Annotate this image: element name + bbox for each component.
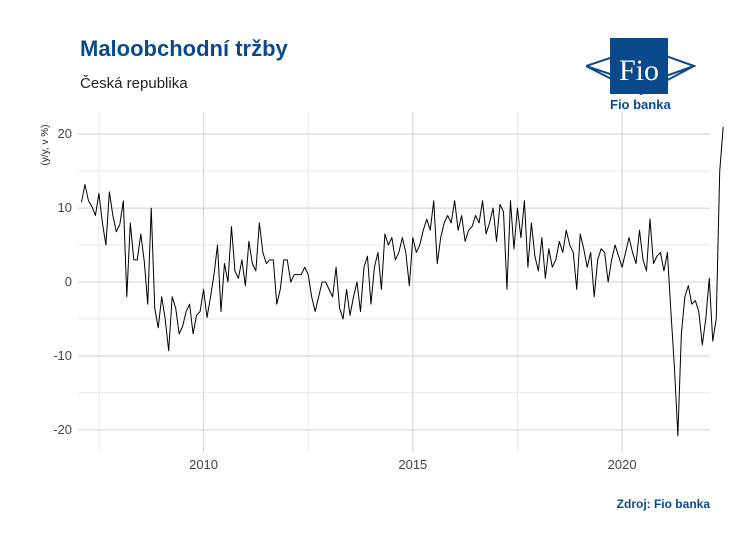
logo-mark-text: Fio bbox=[619, 54, 659, 87]
chart-series bbox=[80, 126, 724, 437]
x-tick-label: 2015 bbox=[398, 457, 427, 472]
series-line bbox=[80, 126, 724, 437]
x-tick-label: 2020 bbox=[608, 457, 637, 472]
y-tick-label: 20 bbox=[58, 126, 72, 141]
source-note: Zdroj: Fio banka bbox=[616, 497, 710, 511]
y-tick-label: 10 bbox=[58, 200, 72, 215]
chart-tick-labels: -20 -10 0 10 20 2010 2015 2020 bbox=[53, 126, 636, 472]
chart-subtitle: Česká republika bbox=[80, 75, 188, 92]
fio-logo-icon: Fio bbox=[586, 38, 696, 96]
logo-name: Fio banka bbox=[610, 97, 671, 112]
y-axis-label: (y/y, v %) bbox=[40, 125, 51, 166]
y-tick-label: 0 bbox=[65, 274, 72, 289]
y-tick-label: -20 bbox=[53, 422, 72, 437]
chart-title: Maloobchodní tržby bbox=[80, 36, 288, 61]
chart-grid bbox=[78, 112, 710, 452]
x-tick-label: 2010 bbox=[189, 457, 218, 472]
y-tick-label: -10 bbox=[53, 348, 72, 363]
